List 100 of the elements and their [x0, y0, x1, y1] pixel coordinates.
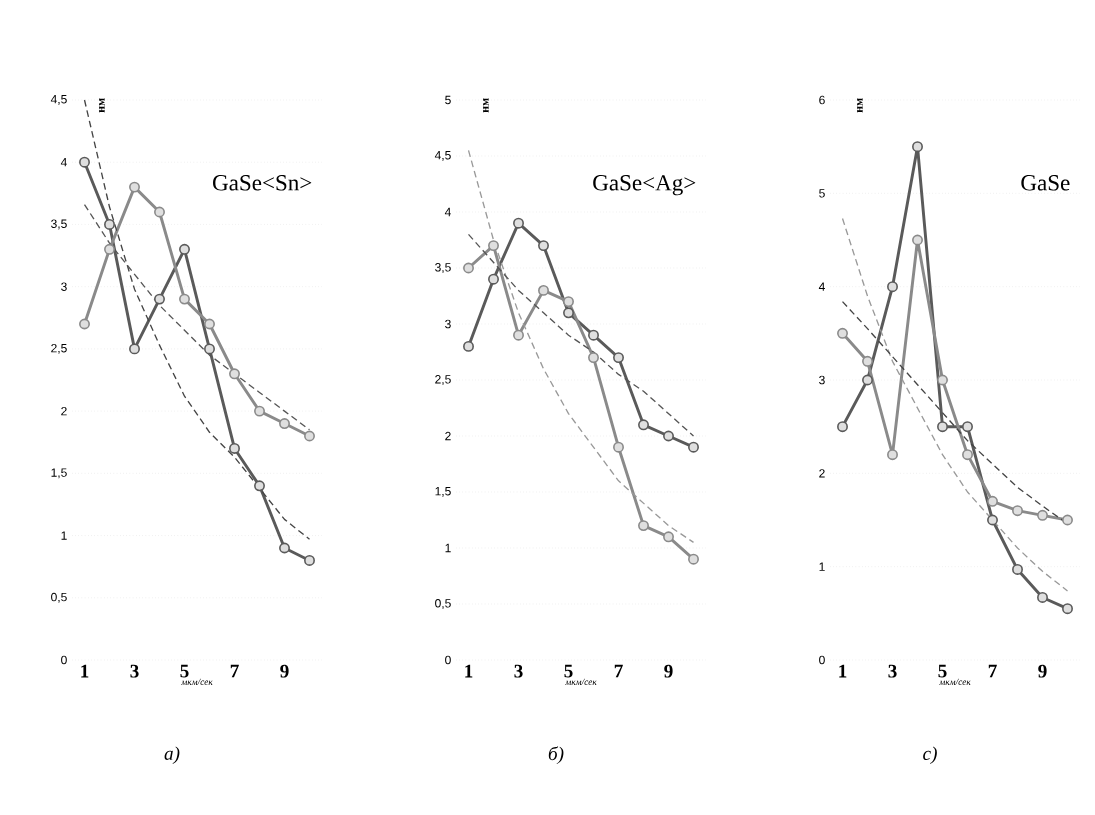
text: GaSe [1021, 175, 1070, 191]
point [229, 442, 240, 454]
point [887, 281, 898, 293]
y-tick-label: 4,5 [50, 95, 67, 105]
x-tick-label: 7 [230, 664, 239, 678]
point [837, 421, 848, 433]
text: б) [548, 746, 564, 765]
x-axis-title: мкм/сек [565, 678, 597, 685]
point [304, 430, 315, 442]
x-tick-label: 5 [564, 664, 573, 678]
x-tick-label: 3 [130, 664, 139, 678]
point [279, 418, 290, 430]
point [463, 340, 474, 352]
x-tick-label: 7 [614, 664, 623, 678]
x-tick-label: 9 [664, 664, 673, 678]
point [563, 296, 574, 308]
y-tick-label: 1,5 [51, 468, 67, 479]
point [129, 181, 140, 193]
x-tick-label: 7 [988, 664, 997, 678]
point [663, 430, 674, 442]
point [488, 273, 499, 285]
y-tick-label: 5 [445, 95, 451, 105]
point [463, 262, 474, 274]
point [887, 449, 898, 461]
y-tick-label: 0 [61, 655, 67, 665]
text: GaSe<Ag> [593, 175, 696, 196]
y-tick-label: 6 [819, 95, 825, 105]
point [1037, 592, 1048, 603]
y-tick-label: 5 [819, 189, 825, 198]
point [1012, 505, 1023, 517]
y-tick-label: 2 [61, 406, 67, 416]
point [688, 441, 699, 453]
x-axis-title: мкм/сек [939, 678, 971, 685]
point [79, 156, 90, 168]
y-tick-label: 3 [445, 319, 451, 329]
point [513, 217, 524, 229]
x-tick-label: 9 [280, 664, 289, 678]
point [79, 318, 90, 330]
point [987, 495, 998, 507]
point [638, 419, 649, 431]
text: а) [164, 746, 180, 764]
point [588, 329, 599, 341]
point [488, 240, 499, 252]
line-series [83, 99, 311, 540]
point [613, 352, 624, 364]
text: GaSe<Sn> [213, 175, 312, 191]
point [304, 554, 315, 566]
point [862, 374, 873, 386]
y-axis-title: нм [99, 98, 105, 113]
y-tick-label: 4 [60, 158, 67, 167]
y-axis-title: нм [857, 98, 863, 113]
point [912, 234, 923, 246]
point [912, 141, 923, 153]
x-tick-label: 3 [888, 664, 897, 678]
point [154, 293, 165, 305]
point [229, 368, 240, 380]
point [962, 421, 973, 433]
point [613, 441, 624, 453]
point [104, 243, 115, 255]
point [837, 327, 848, 339]
y-tick-label: 3 [819, 375, 825, 385]
y-tick-label: 0,5 [435, 599, 451, 609]
y-tick-label: 1,5 [435, 487, 451, 497]
y-tick-label: 2 [819, 469, 825, 478]
point [937, 374, 948, 386]
point [204, 343, 215, 355]
point [588, 352, 599, 364]
point [513, 329, 524, 341]
x-tick-label: 1 [81, 664, 89, 678]
y-tick-label: 0,5 [51, 592, 67, 603]
point [154, 206, 165, 218]
y-tick-label: 4 [444, 207, 451, 217]
y-tick-label: 4 [818, 282, 825, 291]
point [563, 307, 574, 319]
point [104, 218, 115, 230]
point [538, 240, 549, 252]
point [962, 449, 973, 461]
point [862, 355, 873, 367]
point [279, 542, 290, 554]
point [254, 480, 265, 492]
x-tick-label: 5 [180, 664, 189, 678]
point [1062, 514, 1073, 526]
y-tick-label: 3,5 [51, 219, 67, 230]
y-tick-label: 3 [61, 282, 67, 291]
y-tick-label: 0 [819, 655, 825, 665]
point [1062, 603, 1073, 615]
y-tick-label: 0 [445, 655, 451, 665]
point [129, 343, 140, 355]
point [688, 553, 699, 565]
point [987, 514, 998, 526]
point [538, 284, 549, 296]
point [179, 243, 190, 255]
point [1037, 509, 1048, 521]
y-tick-label: 1 [819, 562, 825, 571]
point [179, 293, 190, 305]
point [204, 318, 215, 330]
x-tick-label: 1 [465, 664, 473, 678]
y-tick-label: 3,5 [435, 263, 451, 273]
text: c) [923, 746, 937, 764]
point [638, 520, 649, 532]
